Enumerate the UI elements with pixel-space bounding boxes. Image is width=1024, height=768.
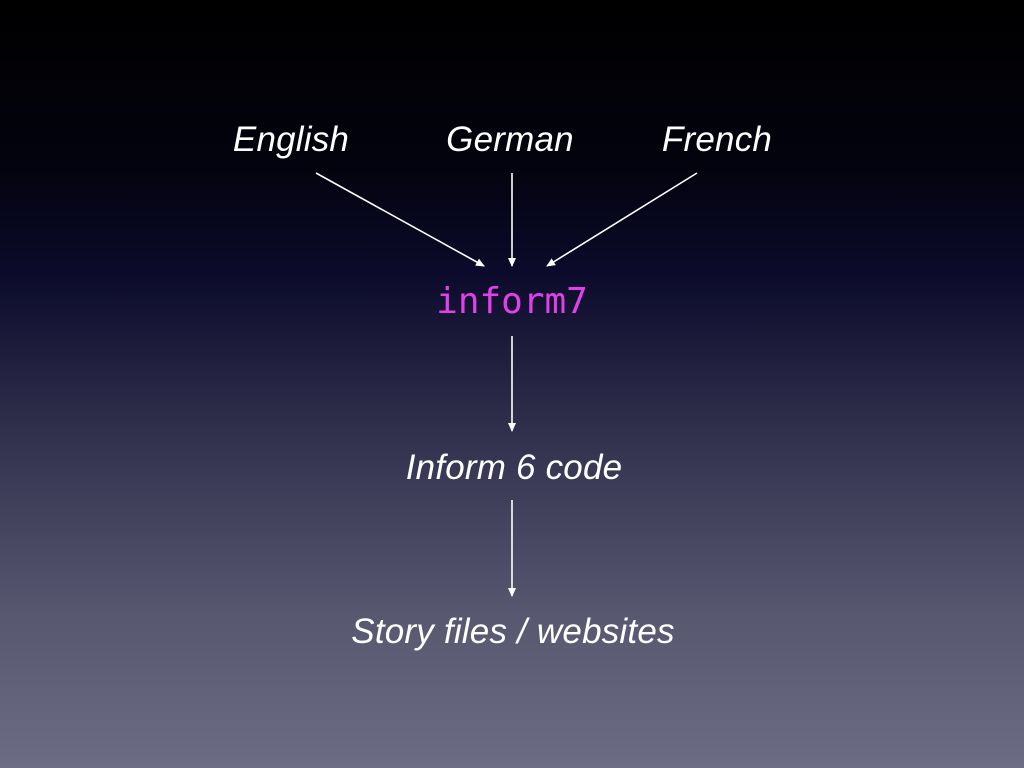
input-english: English [232,120,350,159]
compiler-inform7: inform7 [436,281,588,322]
input-german: German [446,120,574,159]
output-story-files: Story files / websites [351,612,675,651]
input-french: French [661,120,773,159]
arrow-english-to-inform7 [315,172,485,267]
arrow-french-to-inform7 [546,172,698,267]
intermediate-inform6-code: Inform 6 code [405,448,623,487]
